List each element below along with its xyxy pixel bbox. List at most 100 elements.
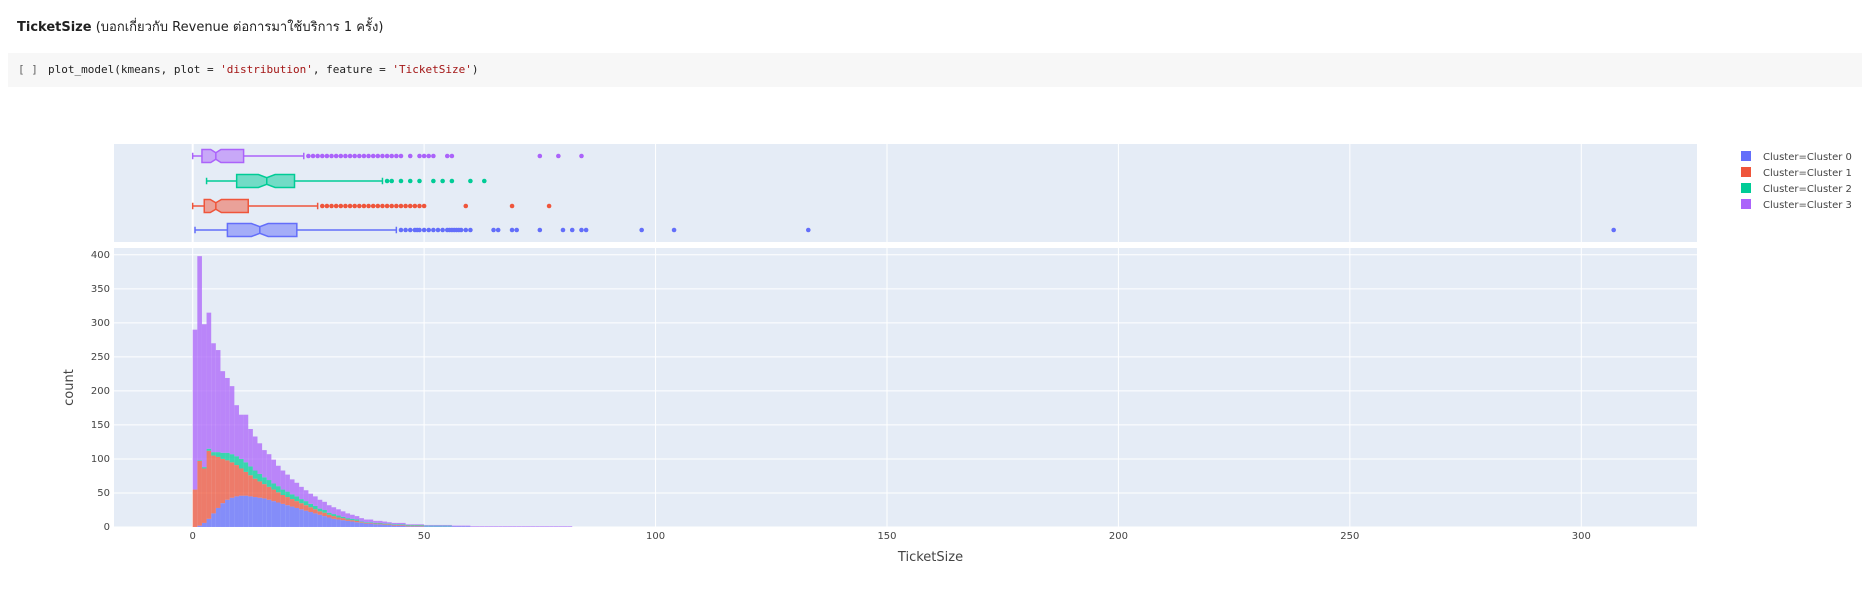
histogram-bar <box>400 525 406 527</box>
legend-item-0[interactable]: Cluster=Cluster 0 <box>1741 151 1852 163</box>
histogram-bar <box>562 526 568 527</box>
histogram-bar <box>215 456 221 508</box>
box-outlier-point <box>407 178 413 184</box>
legend-item-3[interactable]: Cluster=Cluster 3 <box>1741 199 1852 211</box>
histogram-bar <box>331 514 337 517</box>
box-outlier-point <box>426 227 432 233</box>
histogram-bar <box>206 450 212 519</box>
histogram-bar <box>331 518 337 527</box>
histogram-bar <box>289 479 295 495</box>
histogram-bar <box>257 497 263 527</box>
histogram-bar <box>396 522 401 525</box>
histogram-bar <box>340 520 346 527</box>
code-string-feature: 'TicketSize' <box>392 63 472 76</box>
box-outlier-point <box>398 178 404 184</box>
histogram-bar <box>456 526 462 527</box>
box-outlier-point <box>324 203 330 209</box>
x-tick-label: 300 <box>1572 531 1591 542</box>
box-outlier-point <box>509 227 515 233</box>
box-outlier-point <box>431 178 436 184</box>
y-tick-label: 350 <box>91 284 110 295</box>
histogram-bar <box>377 524 383 527</box>
histogram-bar <box>303 501 309 506</box>
histogram-bar <box>220 371 226 453</box>
histogram-bar <box>345 518 351 520</box>
box-outlier-point <box>407 203 413 209</box>
histogram-bar <box>303 505 309 511</box>
histogram-bar <box>377 523 383 525</box>
histogram-bar <box>299 509 304 527</box>
histogram-bar <box>382 523 388 525</box>
histogram-bar <box>276 492 281 503</box>
histogram-bar <box>340 518 346 521</box>
run-cell-prompt[interactable]: [ ] <box>18 63 38 76</box>
box-outlier-point <box>380 203 385 209</box>
legend-label: Cluster=Cluster 3 <box>1763 200 1852 211</box>
histogram-bar <box>350 514 355 519</box>
histogram-bar <box>419 525 425 527</box>
histogram-bar <box>317 511 323 515</box>
histogram-bar <box>484 526 489 527</box>
box-outlier-point <box>431 227 436 233</box>
histogram-bar <box>410 524 415 526</box>
histogram-bar <box>294 501 300 508</box>
histogram-bar <box>512 526 517 527</box>
histogram-bar <box>465 526 471 527</box>
histogram-bar <box>206 312 212 449</box>
histogram-bar <box>539 526 545 527</box>
histogram-bar <box>387 522 392 524</box>
histogram-bar <box>299 499 304 504</box>
histogram-bar <box>252 470 258 479</box>
histogram-bar <box>549 526 554 527</box>
histogram-bar <box>317 499 323 509</box>
histogram-bar <box>326 505 332 513</box>
histogram-bar <box>280 503 286 527</box>
histogram-bar <box>271 483 277 490</box>
histogram-bar <box>414 524 420 526</box>
box-outlier-point <box>329 153 334 159</box>
box-outlier-point <box>319 153 325 159</box>
code-line[interactable]: plot_model(kmeans, plot = 'distribution'… <box>48 63 479 76</box>
box-outlier-point <box>384 178 390 184</box>
box-outlier-point <box>463 203 469 209</box>
box-outlier-point <box>579 227 584 233</box>
histogram-bar <box>322 512 327 517</box>
histogram-bar <box>197 460 202 461</box>
histogram-bar <box>326 512 332 515</box>
histogram-bar <box>354 516 360 520</box>
histogram-bar <box>271 489 277 502</box>
histogram-bar <box>313 496 318 506</box>
histogram-bar <box>322 501 327 510</box>
boxplot-series-3 <box>191 148 584 164</box>
histogram-bar <box>433 524 439 526</box>
box-outlier-point <box>468 178 473 184</box>
histogram-bar <box>405 524 411 526</box>
box-outlier-point <box>417 203 422 209</box>
box-outlier-point <box>440 227 445 233</box>
histogram-bar <box>220 452 226 459</box>
legend-label: Cluster=Cluster 1 <box>1763 168 1852 179</box>
legend-swatch <box>1741 151 1751 161</box>
histogram-bar <box>248 496 253 527</box>
histogram-bar <box>414 524 420 525</box>
y-tick-label: 400 <box>91 250 110 261</box>
box-outlier-point <box>417 227 422 233</box>
x-tick-label: 200 <box>1109 531 1128 542</box>
x-tick-label: 50 <box>418 531 431 542</box>
box-outlier-point <box>366 203 371 209</box>
box-outlier-point <box>343 203 348 209</box>
boxplot-series-1 <box>191 198 552 214</box>
histogram-bar <box>308 507 314 513</box>
code-cell[interactable]: [ ] plot_model(kmeans, plot = 'distribut… <box>8 53 1862 87</box>
box-outlier-point <box>639 227 644 233</box>
legend-item-2[interactable]: Cluster=Cluster 2 <box>1741 183 1852 195</box>
histogram-bar <box>197 256 202 461</box>
box-outlier-point <box>421 227 427 233</box>
histogram-bar <box>308 503 314 508</box>
x-tick-label: 100 <box>646 531 665 542</box>
histogram-bar <box>225 460 230 500</box>
histogram-bar <box>294 496 300 502</box>
histogram-bar <box>197 525 202 527</box>
histogram-bar <box>433 525 439 527</box>
legend-item-1[interactable]: Cluster=Cluster 1 <box>1741 167 1852 179</box>
